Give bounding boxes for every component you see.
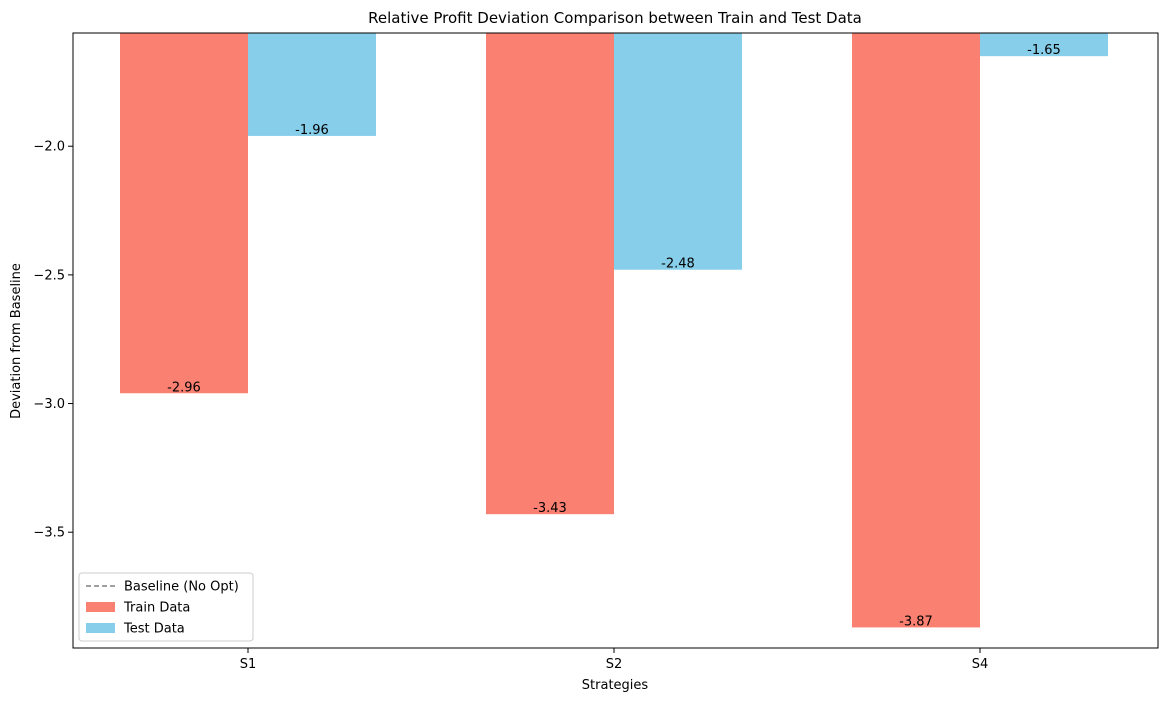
bar-train-data-s4 [852,33,980,628]
x-tick-label: S4 [972,657,989,672]
chart-title: Relative Profit Deviation Comparison bet… [368,9,862,27]
legend-label: Baseline (No Opt) [124,580,239,595]
legend: Baseline (No Opt) Train Data Test Data [78,572,254,642]
bar-value-label: -2.96 [167,380,201,395]
bar-train-data-s1 [120,33,248,394]
data-labels: -2.96 -3.43 -3.87 -1.96 -2.48 -1.65 [167,43,1061,629]
bar-test-data-s4 [980,33,1108,57]
y-tick-label: −3.5 [33,526,65,541]
legend-label: Train Data [123,601,190,616]
bar-train-data-s2 [486,33,614,515]
legend-swatch-train-data [86,602,115,612]
x-tick-label: S2 [606,657,623,672]
bar-value-label: -3.87 [899,614,933,629]
bar-value-label: -1.96 [295,123,329,138]
y-tick-label: −2.5 [33,268,65,283]
x-axis-label: Strategies [582,678,649,693]
bar-test-data-s1 [248,33,376,136]
legend-label: Test Data [123,622,185,637]
bar-value-label: -3.43 [533,501,567,516]
legend-swatch-test-data [86,623,115,633]
bar-test-data-s2 [614,33,742,270]
plot-frame [72,32,1159,649]
legend-box [78,572,254,642]
y-axis: −3.5 −3.0 −2.5 −2.0 [33,140,73,541]
bar-value-label: -2.48 [661,257,695,272]
bar-value-label: -1.65 [1027,43,1061,58]
bars [120,33,1108,628]
y-tick-label: −3.0 [33,397,65,412]
x-axis: S1 S2 S4 [240,648,989,672]
x-tick-label: S1 [240,657,257,672]
y-axis-label: Deviation from Baseline [9,263,24,419]
y-tick-label: −2.0 [33,140,65,155]
